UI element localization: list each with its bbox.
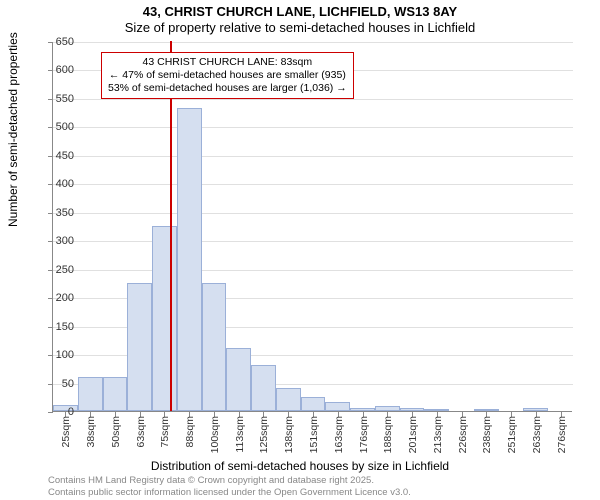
histogram-bar: [276, 388, 301, 411]
ytick-label: 600: [44, 64, 74, 76]
gridline: [53, 156, 573, 157]
histogram-bar: [350, 408, 375, 411]
xtick-label: 100sqm: [209, 416, 221, 456]
xtick-label: 125sqm: [258, 416, 270, 456]
xtick-label: 276sqm: [556, 416, 568, 456]
histogram-bar: [474, 409, 499, 411]
footer-line-1: Contains HM Land Registry data © Crown c…: [48, 475, 411, 486]
ytick-label: 350: [44, 207, 74, 219]
xtick-label: 50sqm: [110, 416, 122, 456]
xtick-label: 163sqm: [333, 416, 345, 456]
ytick-label: 150: [44, 321, 74, 333]
ytick-label: 300: [44, 235, 74, 247]
xtick-label: 251sqm: [506, 416, 518, 456]
histogram-bar: [177, 108, 202, 411]
histogram-bar: [103, 377, 128, 411]
histogram-bar: [325, 402, 350, 411]
histogram-bar: [78, 377, 103, 411]
ytick-label: 250: [44, 264, 74, 276]
callout-line: 53% of semi-detached houses are larger (…: [108, 82, 347, 95]
xtick-label: 88sqm: [184, 416, 196, 456]
title-area: 43, CHRIST CHURCH LANE, LICHFIELD, WS13 …: [0, 0, 600, 37]
histogram-bar: [400, 408, 425, 411]
y-axis-label: Number of semi-detached properties: [6, 32, 20, 227]
gridline: [53, 213, 573, 214]
xtick-label: 226sqm: [457, 416, 469, 456]
xtick-label: 151sqm: [308, 416, 320, 456]
ytick-label: 500: [44, 121, 74, 133]
ytick-label: 50: [44, 378, 74, 390]
xtick-label: 188sqm: [382, 416, 394, 456]
ytick-label: 400: [44, 178, 74, 190]
gridline: [53, 184, 573, 185]
callout-line: 43 CHRIST CHURCH LANE: 83sqm: [108, 56, 347, 69]
main-title: 43, CHRIST CHURCH LANE, LICHFIELD, WS13 …: [0, 4, 600, 19]
histogram-bar: [424, 409, 449, 411]
xtick-label: 176sqm: [358, 416, 370, 456]
ytick-label: 450: [44, 150, 74, 162]
xtick-label: 213sqm: [432, 416, 444, 456]
xtick-label: 138sqm: [283, 416, 295, 456]
callout-line: ← 47% of semi-detached houses are smalle…: [108, 69, 347, 82]
histogram-bar: [301, 397, 326, 411]
ytick-label: 200: [44, 292, 74, 304]
xtick-label: 75sqm: [159, 416, 171, 456]
histogram-bar: [375, 406, 400, 411]
xtick-label: 201sqm: [407, 416, 419, 456]
callout-box: 43 CHRIST CHURCH LANE: 83sqm← 47% of sem…: [101, 52, 354, 99]
ytick-label: 100: [44, 349, 74, 361]
ytick-label: 650: [44, 36, 74, 48]
xtick-label: 113sqm: [234, 416, 246, 456]
histogram-bar: [226, 348, 251, 411]
x-axis-label: Distribution of semi-detached houses by …: [0, 459, 600, 473]
gridline: [53, 270, 573, 271]
histogram-bar: [202, 283, 227, 411]
xtick-label: 63sqm: [135, 416, 147, 456]
gridline: [53, 42, 573, 43]
histogram-bar: [523, 408, 548, 411]
xtick-label: 238sqm: [481, 416, 493, 456]
xtick-label: 25sqm: [60, 416, 72, 456]
xtick-label: 263sqm: [531, 416, 543, 456]
gridline: [53, 127, 573, 128]
histogram-bar: [251, 365, 276, 411]
histogram-bar: [152, 226, 177, 411]
subtitle: Size of property relative to semi-detach…: [0, 20, 600, 35]
ytick-label: 550: [44, 93, 74, 105]
footer-line-2: Contains public sector information licen…: [48, 487, 411, 498]
histogram-bar: [127, 283, 152, 411]
footer-note: Contains HM Land Registry data © Crown c…: [48, 475, 411, 498]
xtick-label: 38sqm: [85, 416, 97, 456]
gridline: [53, 241, 573, 242]
